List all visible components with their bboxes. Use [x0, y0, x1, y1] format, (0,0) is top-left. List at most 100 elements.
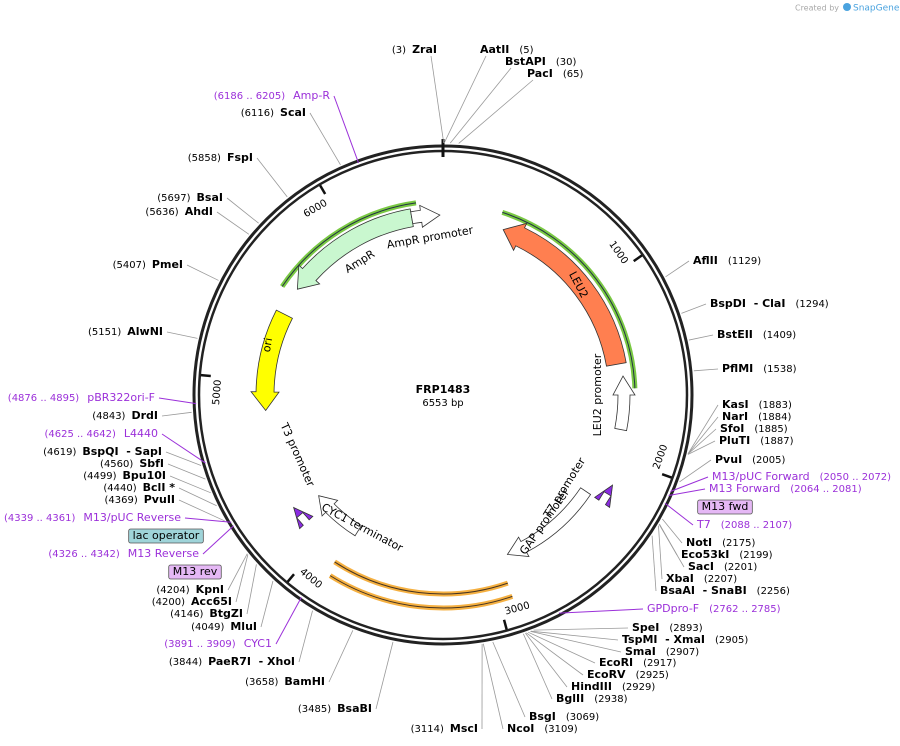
feature-label: LEU2 promoter [591, 353, 604, 436]
enzyme-site: (4146) [170, 609, 203, 620]
feature-leu2 [502, 222, 627, 367]
enzyme-name: EcoRI [599, 656, 633, 669]
enzyme-leader [449, 67, 512, 144]
enzyme-leader [687, 416, 719, 455]
enzyme-name: PvuII [144, 493, 175, 506]
enzyme-leader [375, 641, 394, 710]
primer-name: M13/pUC Forward [712, 470, 810, 483]
primer-name: CYC1 [244, 637, 272, 650]
feature-t3-marker [293, 506, 314, 530]
enzyme-leader [166, 331, 198, 339]
enzyme-leader [430, 55, 445, 144]
enzyme-leader [227, 553, 248, 591]
primer-leader [670, 476, 709, 492]
primer-range: (2762 .. 2785) [709, 604, 781, 615]
enzyme-leader [328, 630, 354, 683]
enzyme-name: ZraI [412, 43, 437, 56]
enzyme-site: (5858) [188, 153, 221, 164]
enzyme-leader [260, 580, 274, 628]
enzyme-leader [443, 55, 487, 144]
feature-ampr [296, 208, 414, 290]
enzyme-leader [522, 633, 553, 700]
enzyme-name: PacI [527, 67, 553, 80]
enzyme-site: (5636) [145, 207, 178, 218]
primer-range: (4876 .. 4895) [8, 393, 80, 404]
enzyme-name: NcoI [507, 722, 534, 735]
enzyme-leader [687, 404, 719, 454]
enzyme-leader [530, 630, 622, 653]
enzyme-name: PaeR7I - XhoI [208, 655, 295, 668]
enzyme-site: (4619) [43, 447, 76, 458]
enzyme-leader [526, 632, 584, 676]
enzyme-name: BsaAI - SnaBI [660, 584, 747, 597]
enzyme-site: (2929) [622, 682, 655, 693]
scale-label: 1000 [606, 239, 630, 266]
enzyme-name: BsgI [529, 710, 556, 723]
primer-name: pBR322ori-F [87, 391, 155, 404]
enzyme-name: NarI [722, 410, 748, 423]
feature-highlight-core [502, 211, 636, 389]
enzyme-leader [482, 643, 504, 730]
feature-label: ori [260, 337, 275, 353]
primer-range: (2088 .. 2107) [721, 520, 793, 531]
brand-name: SnapGene [853, 4, 900, 14]
boxed-label: lac operator [133, 529, 200, 542]
enzyme-leader [161, 411, 192, 417]
enzyme-name: BtgZI [209, 607, 243, 620]
primer-range: (3891 .. 3909) [164, 639, 236, 650]
enzyme-leader [658, 524, 685, 568]
enzyme-leader [651, 535, 657, 592]
enzyme-leader [169, 475, 211, 494]
enzyme-name: Acc65I [191, 595, 232, 608]
enzyme-name: SbfI [139, 457, 164, 470]
boxed-label-bg [168, 564, 222, 580]
primer-range: (2064 .. 2081) [790, 484, 862, 495]
enzyme-site: (3844) [169, 657, 202, 668]
enzyme-site: (3485) [298, 704, 331, 715]
feature-t7-marker [594, 484, 614, 509]
enzyme-name: Eco53kI [681, 548, 729, 561]
enzyme-name: SpeI [632, 621, 659, 634]
enzyme-name: EcoRV [587, 668, 626, 681]
enzyme-leader [458, 79, 534, 144]
enzyme-name: BglII [556, 692, 584, 705]
enzyme-name: BamHI [284, 675, 325, 688]
enzyme-site: (3658) [245, 677, 278, 688]
boxed-label-bg [697, 499, 753, 515]
feature-ori [250, 309, 293, 412]
primer-leader [664, 502, 694, 526]
scale-tick [286, 573, 295, 583]
primer-leader [202, 525, 234, 555]
enzyme-leader [216, 211, 250, 235]
enzyme-site: (4049) [191, 622, 224, 633]
enzyme-site: (65) [563, 69, 584, 80]
scale-tick [661, 473, 672, 479]
enzyme-site: (2917) [643, 658, 676, 669]
feature-ampr-promoter [410, 204, 441, 228]
boxed-label: M13 fwd [702, 500, 749, 513]
enzyme-name: KasI [722, 398, 749, 411]
scale-label: 6000 [302, 198, 330, 220]
enzyme-site: (1884) [758, 412, 791, 423]
enzyme-name: XbaI [666, 572, 694, 585]
enzyme-site: (2207) [704, 574, 737, 585]
primer-name: T7 [696, 518, 711, 531]
enzyme-name: AflII [693, 254, 718, 267]
enzyme-name: PmeI [152, 258, 183, 271]
primer-name: M13 Forward [709, 482, 780, 495]
enzyme-name: MluI [230, 620, 257, 633]
feature-label: T3 promoter [277, 420, 317, 489]
scale-tick [200, 373, 211, 378]
enzyme-name: AatII [480, 43, 509, 56]
plasmid-name: FRP1483 [416, 383, 471, 396]
enzyme-leader [178, 499, 225, 522]
primer-name: L4440 [124, 427, 158, 440]
enzyme-name: BspDI - ClaI [710, 297, 785, 310]
feature-leu2-promoter [612, 375, 636, 432]
enzyme-site: (1409) [763, 330, 796, 341]
enzyme-site: (2201) [724, 562, 757, 573]
enzyme-leader [235, 554, 249, 603]
brand-prefix: Created by [795, 4, 839, 13]
primer-name: M13/pUC Reverse [83, 511, 181, 524]
primer-leader [668, 488, 706, 496]
